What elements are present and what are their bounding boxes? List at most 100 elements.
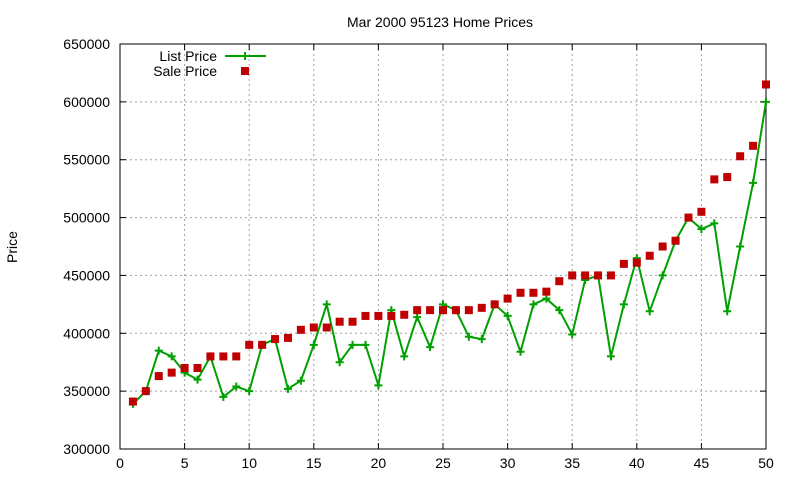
y-tick-label: 400000 [63,325,110,341]
list-price-line [132,101,767,405]
list-price-point [619,300,628,309]
list-price-point [710,219,719,228]
y-tick-label: 600000 [63,94,110,110]
sale-price-point [451,306,460,315]
list-price-point [413,313,422,322]
sale-price-point [619,259,628,268]
list-price-point [529,300,538,309]
sale-price-point [503,294,512,303]
sale-price-point [309,323,318,332]
legend-label-list-price: List Price [159,48,217,64]
y-tick-label: 550000 [63,152,110,168]
sale-price-point [322,323,331,332]
legend: List Price Sale Price [153,48,266,79]
sale-price-point [400,310,409,319]
sale-price-point [723,173,732,182]
sale-price-point [762,80,770,89]
list-price-point [167,352,176,361]
sale-price-point [361,311,370,320]
y-tick-label: 350000 [63,383,110,399]
list-price-point [361,340,370,349]
y-axis-label: Price [4,231,20,263]
sale-price-point [697,207,706,216]
sale-price-point [206,352,215,361]
list-price-point [464,332,473,341]
list-price-point [426,343,435,352]
x-tick-label: 45 [694,455,710,471]
sale-price-point [568,271,577,280]
list-price-point [762,97,770,106]
chart-title: Mar 2000 95123 Home Prices [347,14,533,30]
x-tick-label: 35 [564,455,580,471]
list-price-point [697,225,706,234]
list-price-point [283,384,292,393]
sale-price-point [490,300,499,309]
sale-price-point [296,325,305,334]
sale-price-point [542,287,551,296]
legend-plus-list-price [241,52,249,60]
sale-price-point [180,364,189,372]
y-tick-label: 300000 [63,441,110,457]
list-price-point [555,306,564,315]
sale-price-point [555,277,564,286]
list-price-point [232,382,241,391]
grid-lines [120,44,766,449]
axes: 0 5 10 15 20 25 30 35 40 45 50 300000 350000 400000 45… [63,36,774,471]
list-price-point [542,294,551,303]
sale-price-point [606,271,615,280]
sale-price-point [632,258,641,267]
sale-price-point [749,141,758,150]
list-price-point [193,375,202,384]
sale-price-point [219,352,228,361]
sale-price-point [193,364,202,372]
list-price-point [322,300,331,309]
sale-price-point [413,306,422,315]
sale-price-point [736,152,745,161]
sale-price-point [154,372,163,381]
list-price-point [335,358,344,367]
list-price-point [568,330,577,339]
sale-price-point [581,271,590,280]
sale-price-point [684,213,693,222]
list-price-point [645,307,654,316]
list-price-point [736,242,745,251]
legend-square-sale-price [241,67,249,75]
y-tick-label: 650000 [63,36,110,52]
x-tick-label: 0 [116,455,124,471]
sale-price-point [245,340,254,349]
sale-price-point [141,387,150,396]
list-price-point [219,392,228,401]
sale-price-point [167,368,176,377]
sale-price-point [348,317,357,326]
x-tick-label: 15 [306,455,322,471]
x-tick-label: 50 [758,455,774,471]
y-tick-label: 450000 [63,267,110,283]
list-price-point [309,340,318,349]
sale-price-point [645,251,654,260]
list-price-point [658,271,667,280]
list-price-point [296,376,305,385]
series-layer [128,80,770,408]
legend-label-sale-price: Sale Price [153,63,217,79]
y-tick-label: 500000 [63,210,110,226]
x-tick-label: 40 [629,455,645,471]
sale-price-point [516,288,525,297]
list-price-point [245,387,254,396]
list-price-point [348,340,357,349]
list-price-point [374,381,383,390]
sale-price-point [464,306,473,315]
sale-price-point [374,311,383,320]
sale-price-point [477,303,486,312]
sale-price-point [128,397,137,406]
list-price-point [400,352,409,361]
list-price-point [749,178,758,187]
list-price-point [154,346,163,355]
sale-price-point [594,271,603,280]
list-price-point [606,352,615,361]
sale-price-point [258,340,267,349]
x-tick-label: 5 [181,455,189,471]
list-price-point [503,311,512,320]
list-price-point [723,307,732,316]
list-price-point [477,335,486,344]
legend-sample-list-price [225,52,266,60]
